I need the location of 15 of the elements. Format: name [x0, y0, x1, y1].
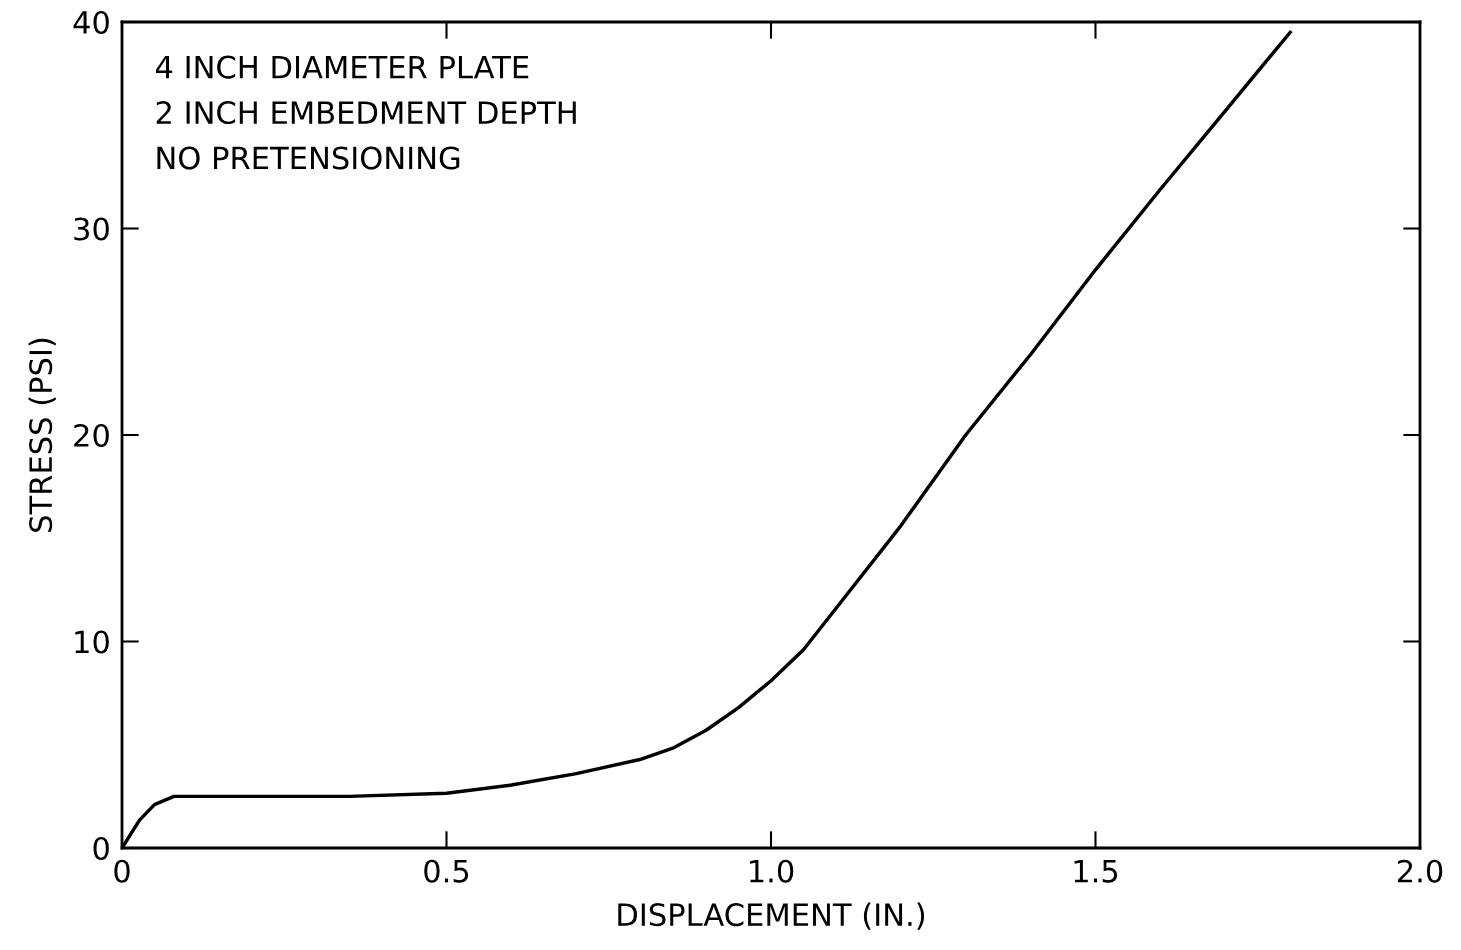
x-tick-label: 0.5: [424, 859, 469, 883]
x-axis-title: DISPLACEMENT (IN.): [618, 902, 925, 930]
x-tick-label: 2.0: [1397, 859, 1443, 883]
y-tick-label: 20: [74, 423, 109, 448]
x-tick-label: 1.5: [1074, 860, 1118, 883]
y-tick-label: 10: [75, 630, 109, 654]
y-tick-label: 0: [93, 836, 109, 861]
annotation: 4 INCH DIAMETER PLATE: [155, 55, 529, 79]
x-tick-label: 0: [114, 859, 130, 883]
annotation: NO PRETENSIONING: [157, 146, 460, 170]
annotation: 2 INCH EMBEDMENT DEPTH: [156, 101, 576, 125]
y-axis-title: STRESS (PSI): [28, 338, 56, 532]
y-tick-label: 40: [73, 10, 109, 35]
x-tick-label: 1.0: [750, 859, 794, 883]
y-tick-label: 30: [74, 217, 109, 241]
